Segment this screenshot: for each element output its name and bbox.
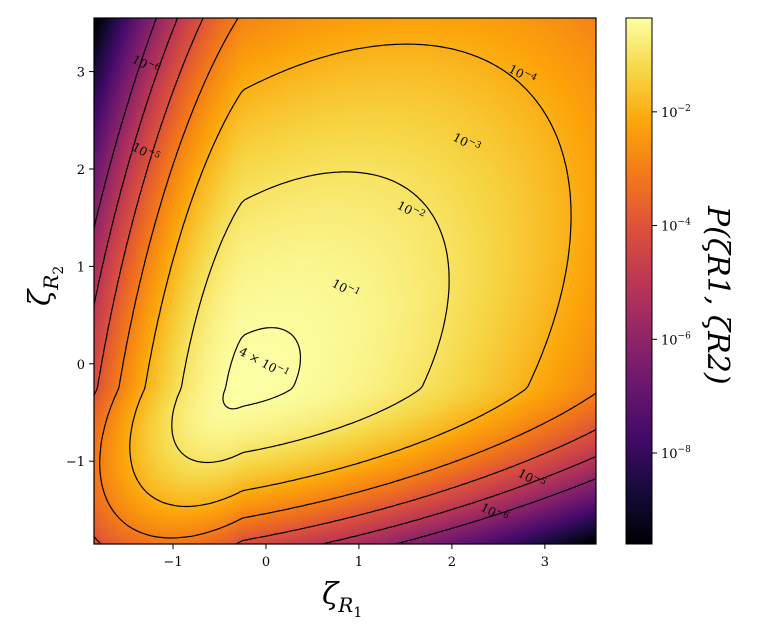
x-tick-label: 0 bbox=[262, 555, 270, 570]
y-tick-label: 0 bbox=[77, 358, 85, 373]
colorbar-label: P(ζR1, ζR2) bbox=[700, 205, 735, 385]
y-tick-label: 2 bbox=[77, 163, 85, 178]
y-axis-ticks: −1 0 1 2 3 bbox=[66, 66, 94, 470]
x-axis-ticks: −1 0 1 2 3 bbox=[163, 544, 549, 570]
x-axis-label: ζR1 bbox=[322, 577, 362, 621]
contour-line-1 bbox=[171, 171, 450, 464]
contour-lines bbox=[94, 18, 596, 544]
colorbar-tick-label: 10−4 bbox=[661, 218, 691, 235]
contour-label-4: 10−4 bbox=[506, 61, 538, 88]
contour-line-3 bbox=[99, 18, 596, 539]
heatmap bbox=[94, 18, 596, 544]
colorbar-tick-label: 10−8 bbox=[661, 445, 691, 462]
contour-line-4 bbox=[94, 18, 596, 544]
x-tick-label: 1 bbox=[355, 555, 363, 570]
colorbar-ticks: 10−2 10−4 10−6 10−8 bbox=[652, 104, 691, 462]
colorbar bbox=[625, 17, 653, 545]
y-axis-label: ζR2 bbox=[23, 266, 67, 306]
plot-frame bbox=[93, 17, 597, 545]
contour-line-2 bbox=[129, 43, 572, 508]
y-tick-label: 3 bbox=[77, 66, 85, 81]
x-tick-label: −1 bbox=[163, 555, 182, 570]
contour-line-0 bbox=[222, 327, 302, 410]
x-tick-label: 2 bbox=[448, 555, 456, 570]
colorbar-tick-label: 10−6 bbox=[661, 331, 691, 348]
y-tick-label: 1 bbox=[77, 260, 85, 275]
colorbar-tick-label: 10−2 bbox=[661, 104, 691, 121]
y-tick-label: −1 bbox=[66, 455, 85, 470]
x-tick-label: 3 bbox=[541, 555, 549, 570]
